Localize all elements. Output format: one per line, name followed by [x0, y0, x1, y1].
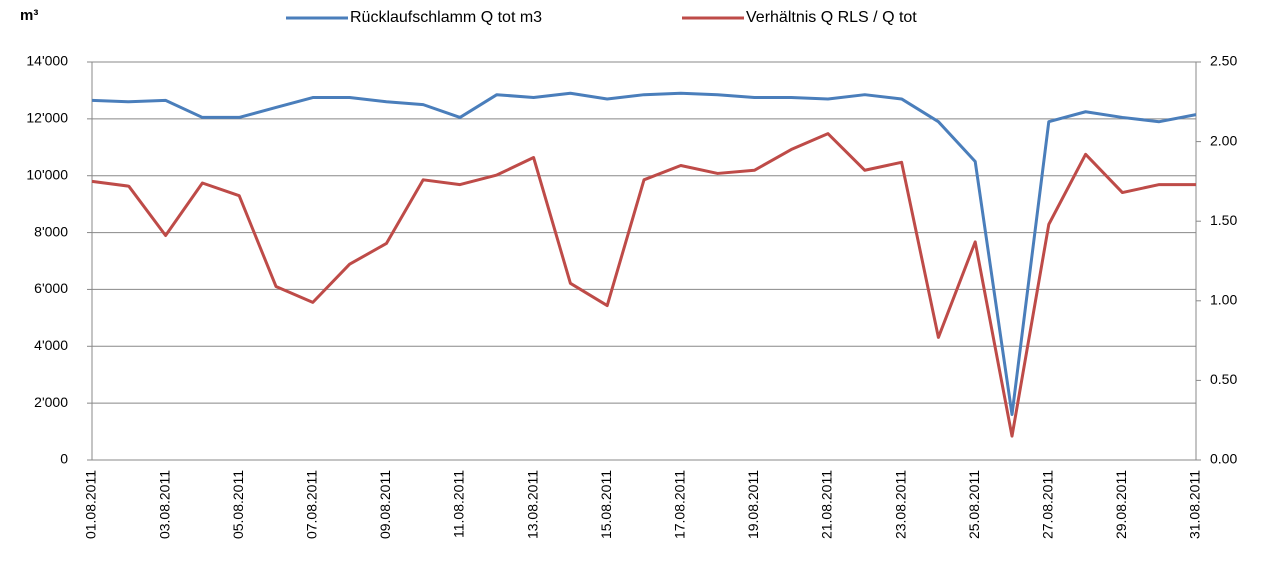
y-axis-label: m³ — [20, 7, 38, 24]
y-tick-label: 6'000 — [34, 280, 68, 296]
y2-tick-label: 2.00 — [1210, 132, 1237, 148]
x-tick-label: 05.08.2011 — [230, 470, 246, 539]
x-tick-label: 13.08.2011 — [524, 470, 540, 539]
x-tick-label: 07.08.2011 — [304, 470, 320, 539]
legend-label: Rücklaufschlamm Q tot m3 — [350, 9, 542, 26]
y-tick-label: 4'000 — [34, 337, 68, 353]
x-tick-label: 25.08.2011 — [966, 470, 982, 539]
x-tick-label: 01.08.2011 — [83, 470, 99, 539]
legend-label: Verhältnis Q RLS / Q tot — [746, 9, 917, 26]
x-tick-label: 21.08.2011 — [819, 470, 835, 539]
y-tick-label: 10'000 — [26, 166, 68, 182]
y2-tick-label: 1.50 — [1210, 212, 1237, 228]
y-tick-label: 2'000 — [34, 394, 68, 410]
y-tick-label: 12'000 — [26, 110, 68, 126]
x-tick-label: 09.08.2011 — [377, 470, 393, 539]
series-line — [91, 91, 1197, 417]
series-line — [91, 132, 1196, 438]
x-tick-label: 15.08.2011 — [598, 470, 614, 539]
x-tick-label: 11.08.2011 — [451, 470, 467, 538]
y-tick-label: 0 — [60, 451, 68, 467]
y2-tick-label: 2.50 — [1210, 53, 1237, 69]
y2-tick-label: 1.00 — [1210, 292, 1237, 308]
x-tick-label: 29.08.2011 — [1113, 470, 1129, 539]
x-tick-label: 23.08.2011 — [892, 470, 908, 539]
y-tick-label: 14'000 — [26, 53, 68, 69]
y-tick-label: 8'000 — [34, 223, 68, 239]
y2-tick-label: 0.00 — [1210, 451, 1237, 467]
x-tick-label: 19.08.2011 — [745, 470, 761, 539]
x-tick-label: 31.08.2011 — [1187, 470, 1203, 539]
x-tick-label: 03.08.2011 — [156, 470, 172, 539]
x-tick-label: 27.08.2011 — [1040, 470, 1056, 539]
y2-tick-label: 0.50 — [1210, 371, 1237, 387]
x-tick-label: 17.08.2011 — [672, 470, 688, 539]
